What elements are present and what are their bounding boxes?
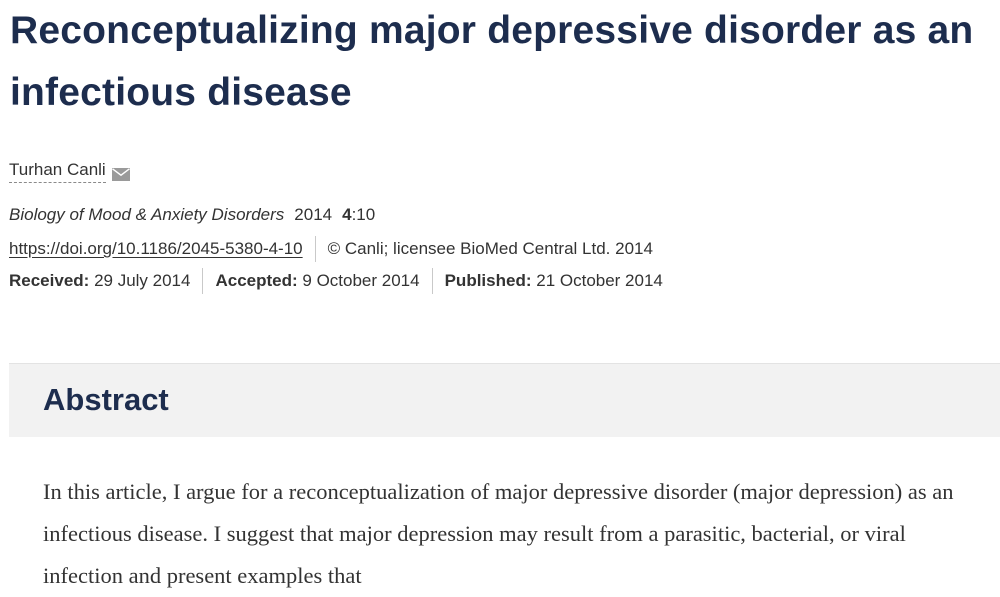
article-number: :10 [351, 205, 376, 224]
accepted-date: 9 October 2014 [302, 271, 420, 290]
copyright-notice: © Canli; licensee BioMed Central Ltd. 20… [327, 239, 653, 258]
published-date: 21 October 2014 [536, 271, 663, 290]
publication-year: 2014 [294, 205, 333, 224]
received-date: 29 July 2014 [94, 271, 191, 290]
author-list: Turhan Canli [9, 158, 130, 183]
received-label: Received: [9, 271, 90, 290]
doi-link[interactable]: https://doi.org/10.1186/2045-5380-4-10 [9, 239, 303, 258]
abstract-section-header: Abstract [9, 363, 1000, 437]
divider [314, 236, 316, 262]
abstract-text: In this article, I argue for a reconcept… [43, 479, 954, 588]
article-title: Reconceptualizing major depressive disor… [10, 9, 974, 114]
accepted-label: Accepted: [215, 271, 298, 290]
citation-line: Biology of Mood & Anxiety Disorders 2014… [9, 203, 375, 227]
divider [431, 268, 433, 294]
dates-line: Received: 29 July 2014 Accepted: 9 Octob… [9, 268, 663, 294]
divider [202, 268, 204, 294]
volume-number: 4 [342, 205, 352, 224]
published-label: Published: [444, 271, 532, 290]
abstract-heading: Abstract [43, 382, 169, 417]
mail-icon[interactable] [111, 164, 130, 181]
author-name-link[interactable]: Turhan Canli [9, 158, 106, 183]
doi-line: https://doi.org/10.1186/2045-5380-4-10 ©… [9, 236, 653, 262]
journal-name: Biology of Mood & Anxiety Disorders [9, 205, 285, 224]
